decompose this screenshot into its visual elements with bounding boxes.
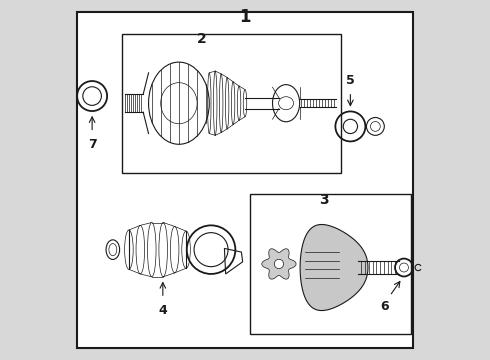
Text: 5: 5 xyxy=(346,74,355,87)
Text: 7: 7 xyxy=(88,138,97,151)
Polygon shape xyxy=(300,225,368,311)
Bar xyxy=(250,194,411,334)
Text: 6: 6 xyxy=(380,300,389,313)
Circle shape xyxy=(274,259,284,269)
Text: 4: 4 xyxy=(158,303,167,316)
Polygon shape xyxy=(262,249,296,279)
Text: 2: 2 xyxy=(197,32,207,46)
Bar xyxy=(122,33,342,173)
Text: 3: 3 xyxy=(319,193,328,207)
Text: 1: 1 xyxy=(239,9,251,27)
